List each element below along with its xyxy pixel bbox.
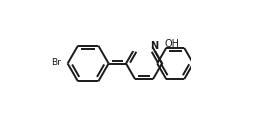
Text: N: N [150,41,158,51]
Text: OH: OH [164,39,179,49]
Text: Br: Br [51,58,61,67]
